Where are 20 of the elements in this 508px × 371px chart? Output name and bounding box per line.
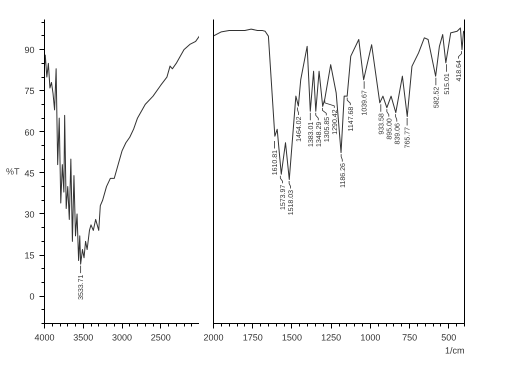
x-tick-label: 4000 bbox=[34, 332, 55, 342]
x-tick-label: 2000 bbox=[203, 332, 224, 342]
x-tick-label: 2500 bbox=[150, 332, 171, 342]
x-tick-label: 750 bbox=[402, 332, 418, 342]
y-axis-title: %T bbox=[6, 166, 20, 176]
x-tick-label: 1750 bbox=[242, 332, 263, 342]
x-tick-label: 3500 bbox=[73, 332, 94, 342]
x-tick-label: 1000 bbox=[360, 332, 380, 342]
x-tick-label: 500 bbox=[441, 332, 456, 342]
y-tick-label: 75 bbox=[24, 86, 35, 96]
y-tick-label: 15 bbox=[24, 250, 35, 261]
y-tick-label: 30 bbox=[24, 209, 35, 220]
y-tick-label: 90 bbox=[24, 45, 35, 56]
x-tick-label: 3000 bbox=[112, 332, 132, 342]
x-tick-label: 1250 bbox=[321, 332, 342, 342]
x-tick-label: 1500 bbox=[282, 332, 302, 342]
x-axis-title: 1/cm bbox=[444, 346, 465, 356]
y-tick-label: 45 bbox=[24, 168, 35, 178]
y-tick-label: 0 bbox=[29, 292, 35, 302]
y-tick-label: 60 bbox=[24, 127, 35, 138]
